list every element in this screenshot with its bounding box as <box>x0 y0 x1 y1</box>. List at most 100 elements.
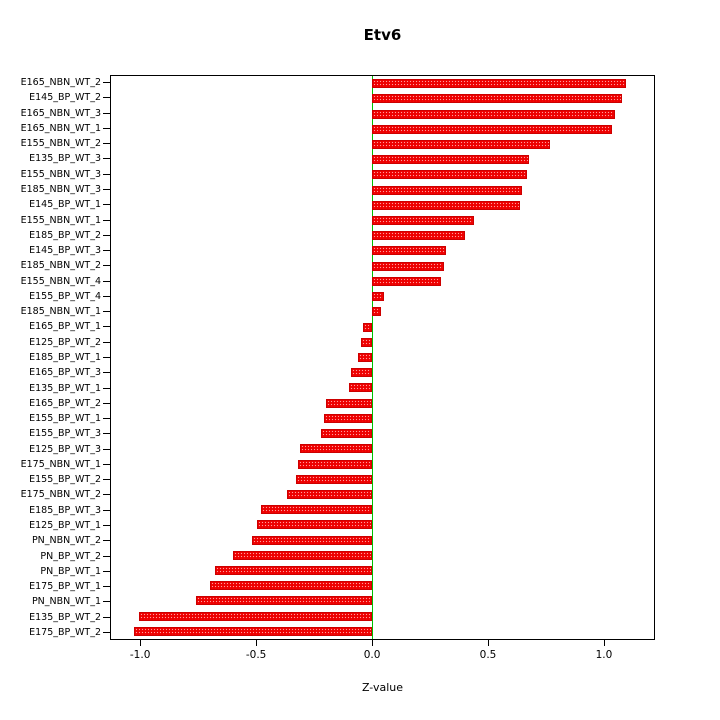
y-tick-mark <box>103 219 110 221</box>
y-tick-label: E145_BP_WT_3 <box>29 245 101 257</box>
bar <box>286 489 373 499</box>
bar <box>325 398 373 408</box>
y-tick-label: E155_BP_WT_1 <box>29 413 101 425</box>
y-tick-mark <box>103 586 110 588</box>
bar <box>210 581 373 591</box>
y-tick-label: E155_NBN_WT_4 <box>20 275 101 287</box>
y-tick-label: E165_NBN_WT_3 <box>20 107 101 119</box>
y-tick-mark <box>103 341 110 343</box>
bar <box>298 459 373 469</box>
y-tick-label: E155_BP_WT_4 <box>29 290 101 302</box>
y-tick-label: E175_BP_WT_2 <box>29 626 101 638</box>
y-tick-mark <box>103 311 110 313</box>
y-tick-mark <box>103 631 110 633</box>
y-tick-label: E185_NBN_WT_1 <box>20 306 101 318</box>
y-tick-label: E155_BP_WT_2 <box>29 474 101 486</box>
y-tick-mark <box>103 555 110 557</box>
x-tick-mark <box>256 640 258 646</box>
y-tick-mark <box>103 509 110 511</box>
bar <box>134 626 373 636</box>
y-tick-label: E145_BP_WT_1 <box>29 199 101 211</box>
y-axis-labels: E165_NBN_WT_2 E145_BP_WT_2 E165_NBN_WT_3 E1… <box>0 75 101 640</box>
x-tick-label: 0.5 <box>479 649 497 661</box>
y-tick-mark <box>103 372 110 374</box>
x-axis: -1.0 -0.5 0.0 0.5 1.0 <box>110 640 655 672</box>
bar <box>358 353 373 362</box>
bar <box>372 307 382 317</box>
y-tick-label: PN_BP_WT_2 <box>40 550 101 562</box>
bar <box>360 337 373 347</box>
bar <box>214 566 373 576</box>
y-tick-mark <box>103 387 110 389</box>
y-tick-mark <box>103 204 110 206</box>
bar <box>372 200 520 210</box>
y-tick-mark <box>103 570 110 572</box>
x-axis-label: Z-value <box>361 681 404 694</box>
y-tick-label: E125_BP_WT_3 <box>29 443 101 455</box>
x-tick-label: 1.0 <box>595 649 613 661</box>
y-tick-label: E185_BP_WT_3 <box>29 504 101 516</box>
bar <box>196 596 373 606</box>
y-tick-mark <box>103 524 110 526</box>
bar <box>261 505 373 515</box>
y-tick-label: E185_BP_WT_1 <box>29 352 101 363</box>
bar <box>372 231 465 241</box>
bar <box>372 276 442 286</box>
y-tick-label: E155_NBN_WT_2 <box>20 138 101 150</box>
bar <box>323 413 373 423</box>
bar <box>233 550 373 560</box>
y-tick-label: E175_NBN_WT_1 <box>20 458 101 470</box>
y-tick-label: E135_BP_WT_3 <box>29 153 101 165</box>
bar <box>372 292 384 302</box>
y-tick-mark <box>103 463 110 465</box>
y-tick-mark <box>103 280 110 282</box>
y-tick-mark <box>103 616 110 618</box>
y-tick-label: E155_NBN_WT_1 <box>20 214 101 226</box>
y-tick-label: E175_BP_WT_1 <box>29 581 101 593</box>
bar <box>351 368 373 378</box>
bar <box>300 444 373 454</box>
y-tick-mark <box>103 82 110 84</box>
y-tick-mark <box>103 295 110 297</box>
y-tick-mark <box>103 97 110 99</box>
y-tick-mark <box>103 112 110 114</box>
bar <box>256 520 373 530</box>
y-tick-label: E165_BP_WT_1 <box>29 321 101 333</box>
y-tick-mark <box>103 448 110 450</box>
bar <box>372 139 550 149</box>
y-tick-label: PN_BP_WT_1 <box>40 565 101 577</box>
plot-area <box>110 75 655 640</box>
y-tick-label: E155_NBN_WT_3 <box>20 168 101 180</box>
y-tick-mark <box>103 265 110 267</box>
y-tick-label: PN_NBN_WT_1 <box>31 596 101 608</box>
y-tick-mark <box>103 479 110 481</box>
x-tick-label: -1.0 <box>129 649 151 661</box>
x-tick-label: 0.0 <box>363 649 381 661</box>
y-tick-label: E165_NBN_WT_1 <box>20 122 101 134</box>
y-tick-label: E125_BP_WT_1 <box>29 519 101 531</box>
y-tick-mark <box>103 402 110 404</box>
bar <box>321 429 373 439</box>
y-tick-mark <box>103 601 110 603</box>
chart-title: Etv6 <box>363 26 402 44</box>
bar <box>372 246 447 256</box>
y-tick-label: E145_BP_WT_2 <box>29 92 101 104</box>
bar <box>348 383 373 393</box>
bar <box>251 535 373 545</box>
y-axis-ticks <box>103 75 110 640</box>
bar <box>372 261 444 271</box>
bar <box>372 124 613 134</box>
bar <box>372 109 615 119</box>
y-tick-label: E175_NBN_WT_2 <box>20 489 101 501</box>
y-tick-label: E185_BP_WT_2 <box>29 229 101 241</box>
bar <box>138 611 373 621</box>
bar <box>372 94 622 104</box>
y-tick-label: E185_NBN_WT_3 <box>20 184 101 196</box>
y-tick-label: E165_NBN_WT_2 <box>20 77 101 89</box>
bar <box>362 322 373 332</box>
y-tick-mark <box>103 234 110 236</box>
y-tick-mark <box>103 158 110 160</box>
x-tick-label: -0.5 <box>245 649 267 661</box>
x-tick-mark <box>603 640 605 646</box>
y-tick-label: E125_BP_WT_2 <box>29 336 101 348</box>
